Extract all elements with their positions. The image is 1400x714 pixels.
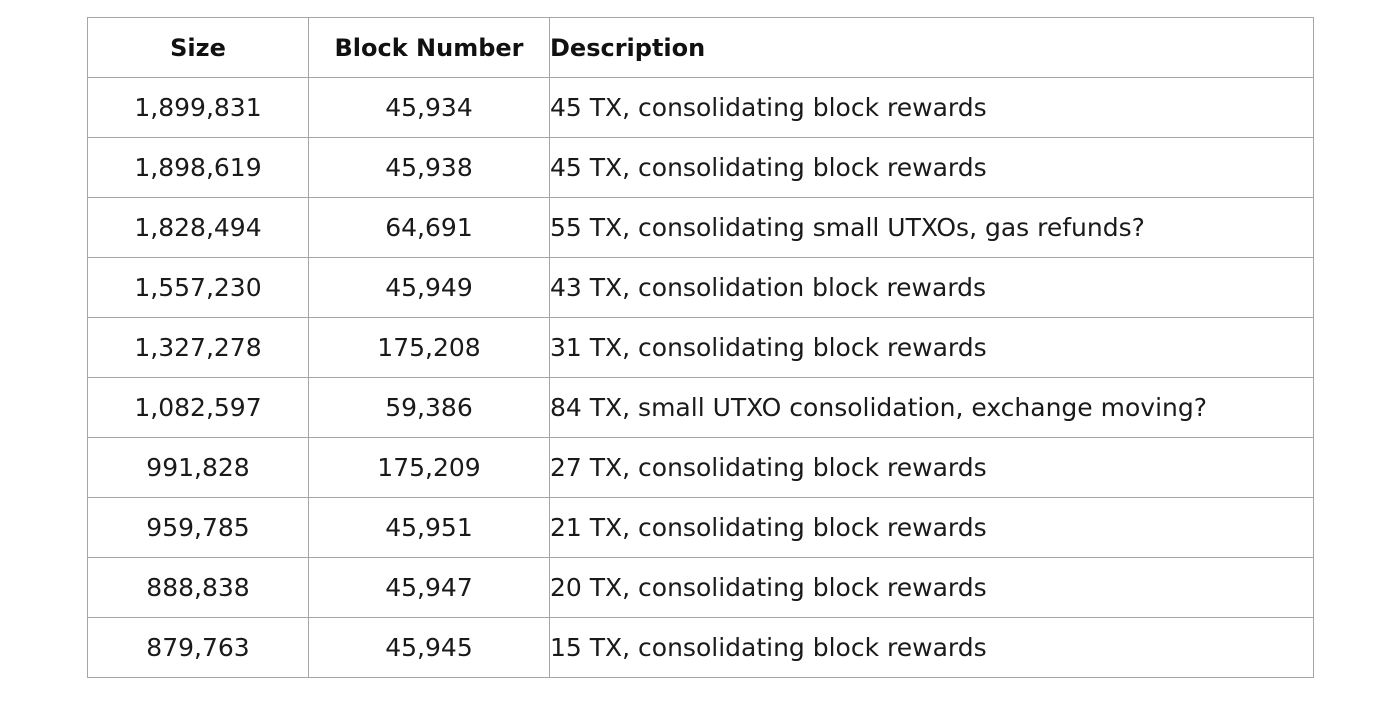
cell-block-number: 45,945	[308, 617, 550, 678]
cell-block-number: 175,208	[308, 317, 550, 378]
blocks-table: Size Block Number Description 1,899,831 …	[87, 17, 1314, 678]
cell-description: 84 TX, small UTXO consolidation, exchang…	[549, 377, 1314, 438]
cell-description: 21 TX, consolidating block rewards	[549, 497, 1314, 558]
cell-block-number: 45,947	[308, 557, 550, 618]
cell-size: 959,785	[87, 497, 309, 558]
cell-description: 43 TX, consolidation block rewards	[549, 257, 1314, 318]
table-row: 1,898,619 45,938 45 TX, consolidating bl…	[87, 137, 1314, 198]
column-header-description: Description	[549, 17, 1314, 78]
cell-size: 1,557,230	[87, 257, 309, 318]
cell-size: 1,899,831	[87, 77, 309, 138]
cell-size: 888,838	[87, 557, 309, 618]
cell-block-number: 64,691	[308, 197, 550, 258]
table-row: 1,899,831 45,934 45 TX, consolidating bl…	[87, 77, 1314, 138]
cell-block-number: 175,209	[308, 437, 550, 498]
cell-description: 15 TX, consolidating block rewards	[549, 617, 1314, 678]
table-row: 1,557,230 45,949 43 TX, consolidation bl…	[87, 257, 1314, 318]
table-row: 1,327,278 175,208 31 TX, consolidating b…	[87, 317, 1314, 378]
cell-description: 45 TX, consolidating block rewards	[549, 137, 1314, 198]
cell-size: 1,082,597	[87, 377, 309, 438]
cell-block-number: 59,386	[308, 377, 550, 438]
table-row: 991,828 175,209 27 TX, consolidating blo…	[87, 437, 1314, 498]
cell-block-number: 45,938	[308, 137, 550, 198]
cell-description: 27 TX, consolidating block rewards	[549, 437, 1314, 498]
table-row: 1,082,597 59,386 84 TX, small UTXO conso…	[87, 377, 1314, 438]
column-header-block-number: Block Number	[308, 17, 550, 78]
cell-size: 1,828,494	[87, 197, 309, 258]
table-row: 888,838 45,947 20 TX, consolidating bloc…	[87, 557, 1314, 618]
cell-description: 55 TX, consolidating small UTXOs, gas re…	[549, 197, 1314, 258]
table-header: Size Block Number Description	[87, 17, 1314, 78]
table-row: 1,828,494 64,691 55 TX, consolidating sm…	[87, 197, 1314, 258]
cell-block-number: 45,951	[308, 497, 550, 558]
cell-block-number: 45,934	[308, 77, 550, 138]
cell-description: 45 TX, consolidating block rewards	[549, 77, 1314, 138]
cell-size: 1,898,619	[87, 137, 309, 198]
table-body: 1,899,831 45,934 45 TX, consolidating bl…	[87, 77, 1314, 678]
table-row: 879,763 45,945 15 TX, consolidating bloc…	[87, 617, 1314, 678]
column-header-size: Size	[87, 17, 309, 78]
cell-size: 991,828	[87, 437, 309, 498]
cell-description: 20 TX, consolidating block rewards	[549, 557, 1314, 618]
cell-size: 1,327,278	[87, 317, 309, 378]
table-row: 959,785 45,951 21 TX, consolidating bloc…	[87, 497, 1314, 558]
cell-block-number: 45,949	[308, 257, 550, 318]
blocks-table-container: Size Block Number Description 1,899,831 …	[87, 17, 1314, 678]
cell-description: 31 TX, consolidating block rewards	[549, 317, 1314, 378]
cell-size: 879,763	[87, 617, 309, 678]
header-row: Size Block Number Description	[87, 17, 1314, 78]
